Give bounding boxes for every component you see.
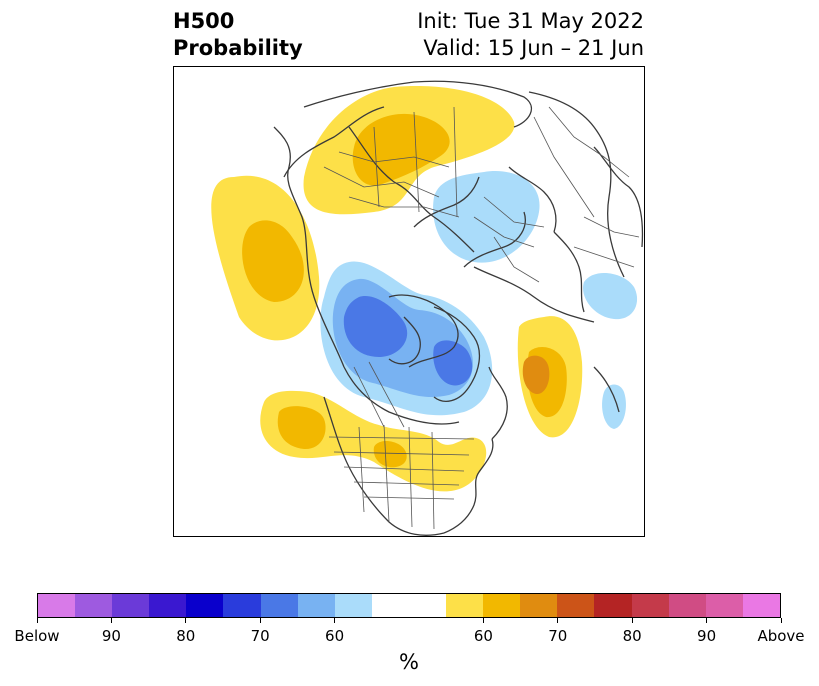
- colorbar-tick-label: 90: [697, 627, 717, 645]
- colorbar-swatch: [371, 594, 409, 617]
- title-line-probability: Probability: [173, 36, 303, 60]
- colorbar-swatch: [38, 594, 76, 617]
- colorbar-swatch: [186, 594, 224, 617]
- colorbar-swatch: [631, 594, 669, 617]
- probability-map: [211, 80, 644, 536]
- colorbar-tick: [780, 618, 782, 623]
- colorbar-swatch: [408, 594, 447, 617]
- anomaly-below-east-atlantic: [583, 272, 638, 429]
- colorbar-swatch: [149, 594, 187, 617]
- political-borders: [323, 106, 640, 530]
- colorbar-tick-label: 60: [473, 627, 493, 645]
- anomaly-above-west-russia: [303, 86, 515, 215]
- map-title: H500 Probability: [173, 8, 303, 62]
- colorbar-swatch: [520, 594, 558, 617]
- colorbar-tick: [557, 618, 559, 623]
- anomaly-above-north-pacific: [211, 175, 320, 341]
- colorbar-swatch: [112, 594, 150, 617]
- colorbar-swatch: [334, 594, 372, 617]
- colorbar-tick-label: 60: [325, 627, 345, 645]
- colorbar-tick-label: 70: [250, 627, 270, 645]
- colorbar-swatch: [557, 594, 595, 617]
- colorbar-tick-label: 70: [548, 627, 568, 645]
- colorbar-tick-label: 80: [176, 627, 196, 645]
- valid-date: Valid: 15 Jun – 21 Jun: [423, 36, 644, 60]
- colorbar-tick: [334, 618, 336, 623]
- colorbar-swatch: [668, 594, 706, 617]
- colorbar-tick: [631, 618, 633, 623]
- colorbar-tick: [36, 618, 38, 623]
- colorbar-tick: [706, 618, 708, 623]
- colorbar-swatch: [705, 594, 743, 617]
- colorbar-tick: [259, 618, 261, 623]
- colorbar-swatch: [742, 594, 780, 617]
- init-date: Init: Tue 31 May 2022: [417, 9, 644, 33]
- colorbar-swatch: [446, 594, 484, 617]
- colorbar-tick-label: 90: [101, 627, 121, 645]
- forecast-dates: Init: Tue 31 May 2022 Valid: 15 Jun – 21…: [417, 8, 644, 62]
- colorbar-swatch: [260, 594, 298, 617]
- colorbar-tick: [482, 618, 484, 623]
- colorbar-swatch: [483, 594, 521, 617]
- colorbar-tick: [185, 618, 187, 623]
- probability-colorbar: [37, 593, 781, 618]
- colorbar-swatch: [594, 594, 632, 617]
- colorbar-swatch: [297, 594, 335, 617]
- colorbar-unit-label: %: [399, 650, 419, 674]
- map-panel: [173, 66, 645, 537]
- anomaly-above-north-atlantic: [517, 316, 583, 438]
- colorbar-swatch: [223, 594, 261, 617]
- colorbar-tick-label: Above: [757, 627, 805, 645]
- colorbar-tick-label: 80: [622, 627, 642, 645]
- title-line-h500: H500: [173, 9, 235, 33]
- colorbar-swatch: [75, 594, 113, 617]
- anomaly-above-north-america: [260, 390, 487, 492]
- anomaly-below-arctic: [320, 261, 493, 416]
- colorbar-tick: [110, 618, 112, 623]
- anomaly-below-europe: [433, 171, 540, 263]
- colorbar-tick-label: Below: [14, 627, 60, 645]
